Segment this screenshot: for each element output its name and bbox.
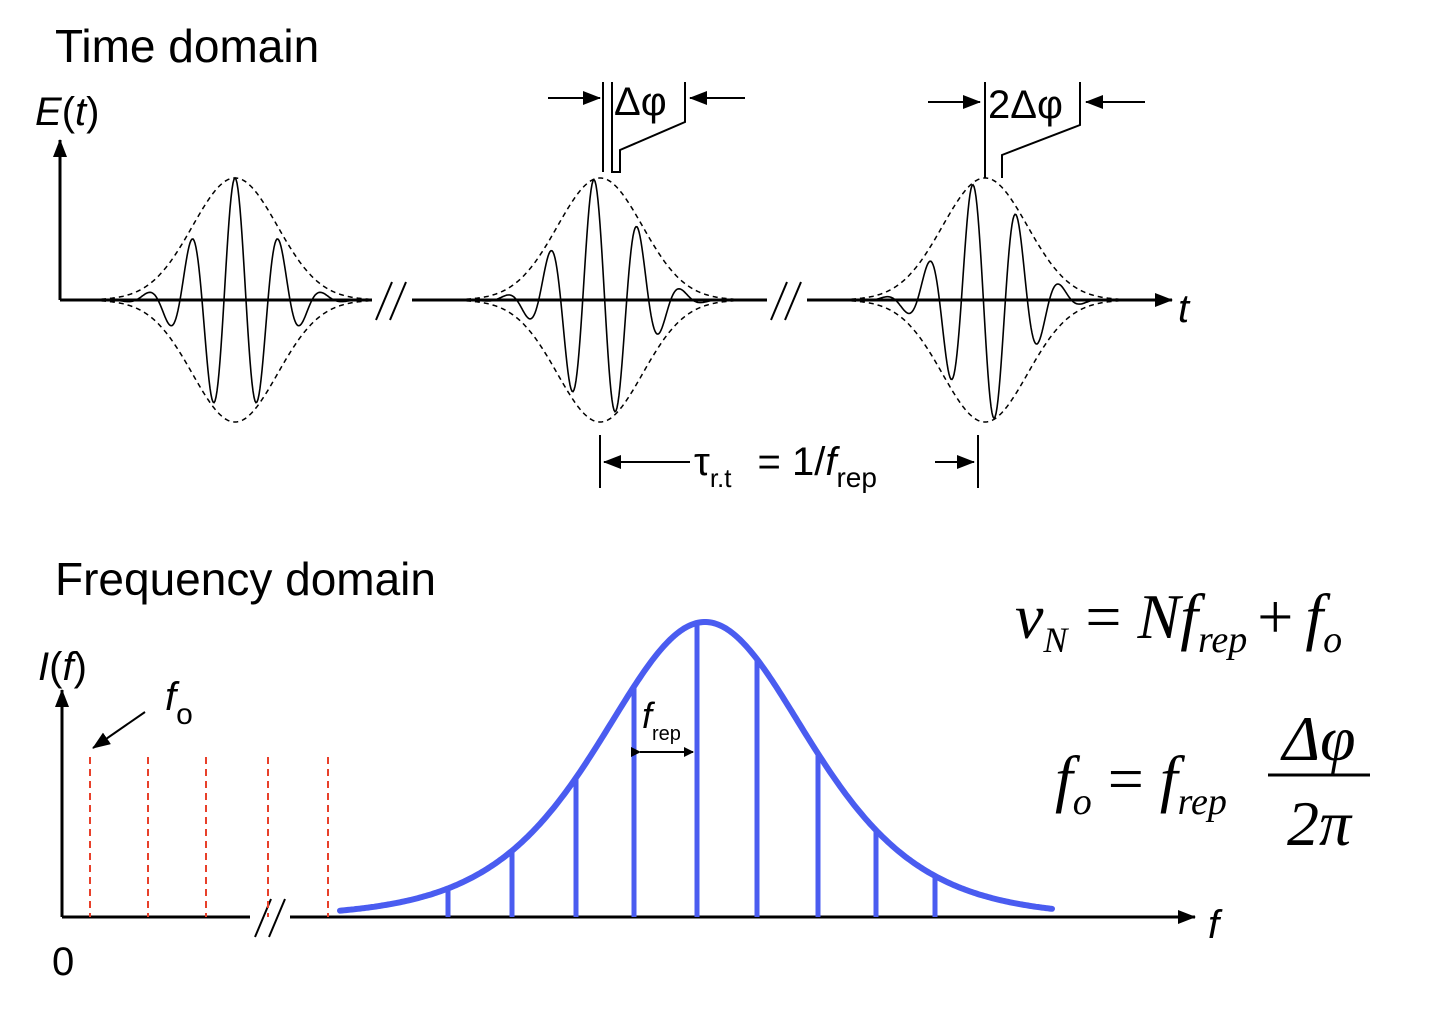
offset-comb-lines [89, 757, 329, 917]
phase-shift-label: 2Δφ [988, 83, 1063, 127]
offset-label: fo [165, 675, 193, 731]
envelope [430, 299, 770, 423]
envelope [815, 177, 1155, 301]
origin-label: 0 [52, 940, 74, 984]
envelope [430, 177, 770, 301]
time-x-label: t [1178, 287, 1191, 331]
spacing-label: frep [642, 695, 681, 745]
carrier [65, 176, 405, 404]
phase-marker-2 [928, 82, 1145, 178]
spectral-envelope [337, 619, 1055, 914]
phase-marker-1 [548, 82, 745, 173]
axis-break [372, 281, 807, 321]
fraction-numerator: Δφ [1280, 703, 1356, 774]
frequency-domain-title: Frequency domain [55, 553, 436, 605]
frequency-x-label: f [1208, 903, 1223, 947]
phase-shift-label: Δφ [614, 80, 667, 124]
envelope [65, 299, 405, 423]
equation: fo = frep [1055, 743, 1227, 823]
period-label: τr.t = 1/frep [694, 440, 877, 493]
axis-break [250, 898, 290, 938]
time-y-label: E(t) [35, 90, 99, 134]
fraction-denominator: 2π [1287, 788, 1353, 859]
envelope [65, 177, 405, 301]
frequency-y-label: I(f) [38, 645, 87, 689]
carrier [430, 178, 770, 413]
offset-arrow [92, 711, 146, 749]
period-marker [599, 435, 979, 488]
frequency-comb [337, 619, 1055, 917]
time-domain-title: Time domain [55, 20, 319, 72]
equation: νN = Nfrep + fo [1015, 581, 1342, 661]
envelope [815, 299, 1155, 423]
